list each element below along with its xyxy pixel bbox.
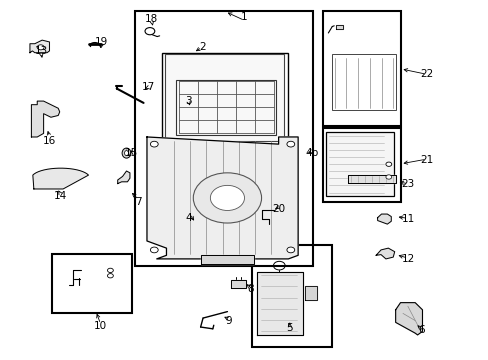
Polygon shape xyxy=(31,101,60,137)
Circle shape xyxy=(385,162,391,166)
Polygon shape xyxy=(375,248,394,259)
Text: 17: 17 xyxy=(141,82,154,92)
Polygon shape xyxy=(118,171,130,184)
Polygon shape xyxy=(30,40,49,53)
Text: 23: 23 xyxy=(401,179,414,189)
Circle shape xyxy=(150,247,158,253)
Text: 20: 20 xyxy=(271,204,285,214)
Polygon shape xyxy=(395,303,422,335)
Bar xyxy=(52,253,132,313)
Text: 4: 4 xyxy=(185,213,191,222)
Text: 16: 16 xyxy=(43,136,56,145)
Bar xyxy=(164,54,283,140)
Bar xyxy=(251,244,331,347)
Text: 15: 15 xyxy=(124,148,138,158)
Circle shape xyxy=(210,185,244,211)
Circle shape xyxy=(37,45,44,50)
Polygon shape xyxy=(147,137,298,259)
Bar xyxy=(322,12,400,126)
Text: 18: 18 xyxy=(145,14,158,24)
Circle shape xyxy=(286,141,294,147)
Bar xyxy=(331,54,395,110)
Polygon shape xyxy=(304,286,316,300)
Polygon shape xyxy=(347,175,395,183)
Text: 8: 8 xyxy=(246,284,253,294)
Text: 12: 12 xyxy=(401,254,414,264)
Polygon shape xyxy=(335,25,342,30)
Text: 19: 19 xyxy=(95,37,108,47)
Polygon shape xyxy=(200,255,254,264)
Ellipse shape xyxy=(122,148,131,158)
Bar xyxy=(322,128,400,202)
Text: 1: 1 xyxy=(241,12,247,22)
Circle shape xyxy=(193,173,261,223)
Bar xyxy=(326,132,393,196)
Bar xyxy=(135,12,312,266)
Circle shape xyxy=(286,247,294,253)
Polygon shape xyxy=(377,214,390,224)
Text: 2: 2 xyxy=(198,42,205,52)
Polygon shape xyxy=(33,168,88,189)
Text: 10: 10 xyxy=(94,321,107,331)
Text: 11: 11 xyxy=(401,215,414,224)
Text: 14: 14 xyxy=(54,191,67,201)
Polygon shape xyxy=(231,280,245,288)
Text: 6: 6 xyxy=(417,325,424,335)
Text: 5: 5 xyxy=(286,323,293,333)
Text: 21: 21 xyxy=(419,155,432,165)
Text: 4b: 4b xyxy=(305,148,318,158)
Text: 7: 7 xyxy=(135,197,142,207)
Text: 22: 22 xyxy=(419,69,432,79)
Circle shape xyxy=(107,268,113,273)
Circle shape xyxy=(385,175,391,179)
Circle shape xyxy=(150,141,158,147)
Bar xyxy=(161,53,288,144)
Circle shape xyxy=(107,274,113,278)
Text: 13: 13 xyxy=(35,46,48,56)
Text: 3: 3 xyxy=(185,96,191,106)
Ellipse shape xyxy=(124,150,128,156)
Bar xyxy=(176,80,276,135)
Polygon shape xyxy=(256,272,302,335)
Text: 9: 9 xyxy=(225,316,232,325)
